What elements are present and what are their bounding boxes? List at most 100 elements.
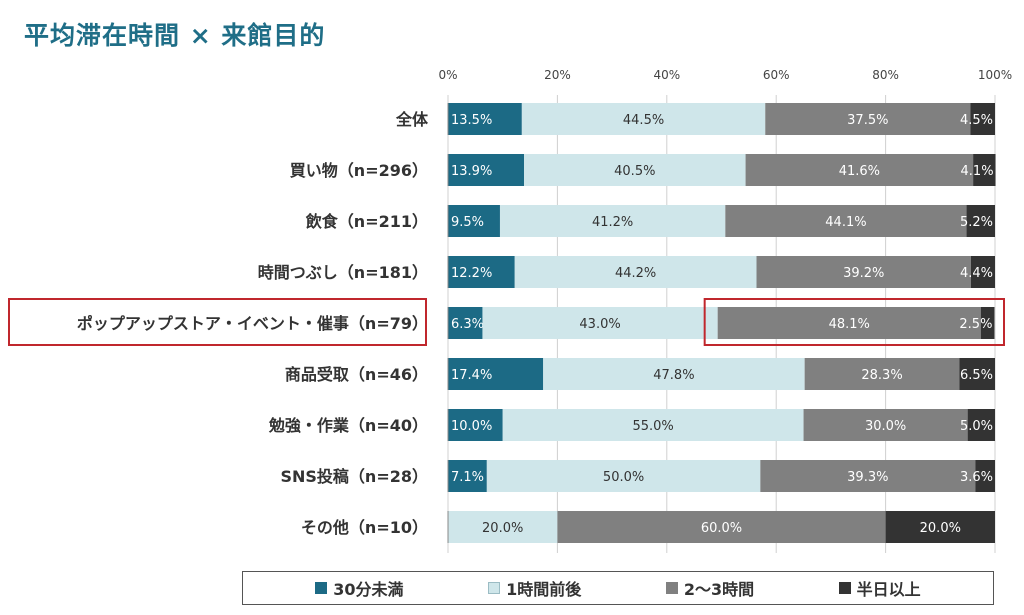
data-label: 2.5% bbox=[959, 317, 992, 332]
data-label: 60.0% bbox=[701, 521, 742, 536]
bar-segment bbox=[524, 154, 746, 186]
bar-segment bbox=[486, 460, 761, 492]
data-label: 20.0% bbox=[482, 521, 523, 536]
legend-label-half-day-plus: 半日以上 bbox=[856, 580, 921, 599]
bar-segment bbox=[448, 511, 558, 543]
data-label: 39.3% bbox=[847, 470, 888, 485]
x-tick-label: 60% bbox=[763, 68, 790, 82]
category-label: 飲食（n=211） bbox=[305, 212, 428, 231]
data-label: 43.0% bbox=[579, 317, 620, 332]
data-label: 4.1% bbox=[961, 164, 994, 179]
stacked-bar-chart: 0% 20% 40% 60% 80% 100% 全体 13.5% 44.5% 37.5% 4.5% 買… bbox=[8, 68, 1012, 553]
legend-item-under-30min: 30分未満 bbox=[315, 576, 404, 600]
data-label: 40.5% bbox=[614, 164, 655, 179]
data-label: 28.3% bbox=[861, 368, 902, 383]
bar-segment bbox=[966, 205, 995, 237]
bar-segment bbox=[514, 256, 757, 288]
data-label: 20.0% bbox=[920, 521, 961, 536]
bar-segment bbox=[804, 358, 960, 390]
chart-title: 平均滞在時間 × 来館目的 bbox=[24, 21, 326, 50]
data-label: 6.5% bbox=[960, 368, 993, 383]
x-tick-label: 20% bbox=[544, 68, 571, 82]
data-label: 4.4% bbox=[960, 266, 993, 281]
x-tick-label: 0% bbox=[438, 68, 457, 82]
bar-segment bbox=[725, 205, 967, 237]
category-label: その他（n=10） bbox=[301, 518, 428, 537]
bar-segment bbox=[717, 307, 981, 339]
x-tick-label: 80% bbox=[872, 68, 899, 82]
data-label: 5.0% bbox=[960, 419, 993, 434]
data-label: 48.1% bbox=[829, 317, 870, 332]
bar-segment bbox=[448, 358, 544, 390]
bar-segment bbox=[803, 409, 968, 441]
data-label: 6.3% bbox=[451, 317, 484, 332]
bar-segment bbox=[448, 307, 483, 339]
bar-segment bbox=[967, 409, 995, 441]
bar-segment bbox=[521, 103, 766, 135]
x-tick-label: 40% bbox=[653, 68, 680, 82]
data-label: 44.5% bbox=[623, 113, 664, 128]
legend-item-about-1hour: 1時間前後 bbox=[488, 576, 581, 600]
data-label: 9.5% bbox=[451, 215, 484, 230]
bar-segment bbox=[557, 511, 886, 543]
data-label: 30.0% bbox=[865, 419, 906, 434]
data-label: 47.8% bbox=[653, 368, 694, 383]
category-label: 時間つぶし（n=181） bbox=[258, 263, 428, 282]
bar-segment bbox=[760, 460, 976, 492]
bar-segment bbox=[448, 256, 515, 288]
category-label: 買い物（n=296） bbox=[290, 161, 428, 180]
bar-segment bbox=[765, 103, 971, 135]
data-label: 50.0% bbox=[603, 470, 644, 485]
data-label: 44.2% bbox=[615, 266, 656, 281]
data-label: 13.9% bbox=[451, 164, 492, 179]
category-label: 商品受取（n=46） bbox=[285, 365, 428, 384]
legend: 30分未満 1時間前後 2〜3時間 半日以上 bbox=[242, 571, 994, 605]
bar-segment bbox=[980, 307, 995, 339]
data-label: 4.5% bbox=[960, 113, 993, 128]
bar-segment bbox=[975, 460, 995, 492]
legend-label-about-1hour: 1時間前後 bbox=[506, 580, 582, 599]
data-label: 17.4% bbox=[451, 368, 492, 383]
bar-segment bbox=[959, 358, 995, 390]
legend-item-2-3hours: 2〜3時間 bbox=[665, 576, 755, 600]
data-label: 41.2% bbox=[592, 215, 633, 230]
bar-segment bbox=[448, 205, 500, 237]
legend-swatch-about-1hour bbox=[488, 582, 501, 594]
bar-segment bbox=[502, 409, 804, 441]
data-label: 44.1% bbox=[825, 215, 866, 230]
data-label: 55.0% bbox=[632, 419, 673, 434]
category-label: 勉強・作業（n=40） bbox=[268, 416, 428, 435]
data-label: 5.2% bbox=[960, 215, 993, 230]
data-label: 13.5% bbox=[451, 113, 492, 128]
data-label: 7.1% bbox=[451, 470, 484, 485]
bar-segment bbox=[482, 307, 718, 339]
x-tick-label: 100% bbox=[978, 68, 1012, 82]
bar-segment bbox=[970, 103, 995, 135]
data-label: 41.6% bbox=[839, 164, 880, 179]
data-label: 10.0% bbox=[451, 419, 492, 434]
bar-segment bbox=[543, 358, 805, 390]
legend-label-2-3hours: 2〜3時間 bbox=[683, 580, 755, 599]
bar-segment bbox=[970, 256, 995, 288]
bar-segment bbox=[885, 511, 995, 543]
bar-segment bbox=[973, 154, 996, 186]
highlight-box-category bbox=[8, 298, 427, 346]
bar-segment bbox=[448, 103, 522, 135]
category-label: 全体 bbox=[395, 110, 429, 129]
bar-segment bbox=[499, 205, 726, 237]
category-label: SNS投稿（n=28） bbox=[280, 467, 428, 486]
bar-segment bbox=[448, 409, 503, 441]
highlight-box-segments bbox=[703, 298, 1006, 346]
data-label: 3.6% bbox=[960, 470, 993, 485]
bar-segment bbox=[448, 154, 525, 186]
data-label: 39.2% bbox=[843, 266, 884, 281]
legend-swatch-2-3hours bbox=[665, 582, 678, 594]
bar-segment bbox=[756, 256, 971, 288]
bar-segment bbox=[448, 460, 487, 492]
data-label: 37.5% bbox=[847, 113, 888, 128]
legend-swatch-half-day-plus bbox=[838, 582, 851, 594]
legend-label-under-30min: 30分未満 bbox=[333, 580, 404, 599]
data-label: 12.2% bbox=[451, 266, 492, 281]
category-label: ポップアップストア・イベント・催事（n=79） bbox=[77, 314, 428, 333]
legend-item-half-day-plus: 半日以上 bbox=[838, 576, 921, 600]
